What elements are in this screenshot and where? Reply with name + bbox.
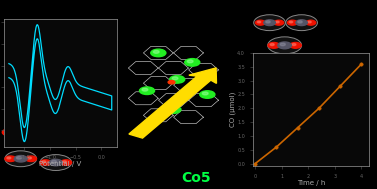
Circle shape: [170, 76, 185, 83]
Circle shape: [40, 160, 51, 165]
Circle shape: [40, 155, 72, 170]
Circle shape: [280, 43, 285, 46]
Circle shape: [31, 130, 37, 132]
Circle shape: [7, 157, 11, 159]
Circle shape: [153, 50, 159, 53]
Circle shape: [268, 37, 302, 54]
Circle shape: [61, 160, 72, 165]
Circle shape: [166, 106, 181, 113]
Circle shape: [256, 20, 265, 25]
Circle shape: [17, 129, 23, 133]
Circle shape: [296, 20, 307, 26]
Text: Co5: Co5: [181, 171, 211, 185]
Circle shape: [268, 43, 279, 48]
Circle shape: [306, 20, 316, 25]
Circle shape: [2, 129, 16, 136]
Circle shape: [63, 161, 66, 163]
Circle shape: [142, 88, 148, 91]
Circle shape: [29, 129, 43, 136]
Circle shape: [286, 15, 317, 31]
Circle shape: [202, 92, 208, 95]
Circle shape: [26, 156, 37, 162]
Circle shape: [308, 21, 311, 23]
X-axis label: Time / h: Time / h: [297, 180, 325, 186]
FancyArrow shape: [129, 68, 216, 138]
X-axis label: Potential / V: Potential / V: [39, 161, 81, 167]
Circle shape: [139, 87, 155, 94]
Circle shape: [276, 21, 279, 23]
Circle shape: [17, 157, 21, 159]
Circle shape: [5, 123, 41, 141]
Y-axis label: CO (μmol): CO (μmol): [229, 92, 236, 127]
Circle shape: [298, 21, 302, 23]
Circle shape: [270, 43, 274, 46]
Circle shape: [257, 21, 261, 23]
Circle shape: [254, 15, 285, 31]
Circle shape: [14, 156, 27, 162]
Circle shape: [266, 21, 270, 23]
Circle shape: [187, 60, 193, 63]
Circle shape: [278, 42, 291, 49]
Circle shape: [14, 128, 31, 136]
Circle shape: [292, 43, 296, 46]
Circle shape: [185, 59, 200, 66]
Circle shape: [52, 160, 57, 163]
Circle shape: [151, 49, 166, 57]
Circle shape: [5, 156, 16, 162]
Circle shape: [42, 161, 46, 163]
Circle shape: [5, 151, 37, 167]
Circle shape: [200, 91, 215, 98]
Circle shape: [274, 20, 284, 25]
Circle shape: [172, 77, 178, 80]
Circle shape: [288, 20, 297, 25]
Circle shape: [289, 21, 293, 23]
Circle shape: [290, 43, 301, 48]
Circle shape: [168, 81, 175, 84]
Circle shape: [49, 159, 62, 166]
Circle shape: [28, 157, 31, 159]
Circle shape: [264, 20, 275, 26]
Circle shape: [169, 107, 174, 110]
Circle shape: [5, 130, 10, 132]
